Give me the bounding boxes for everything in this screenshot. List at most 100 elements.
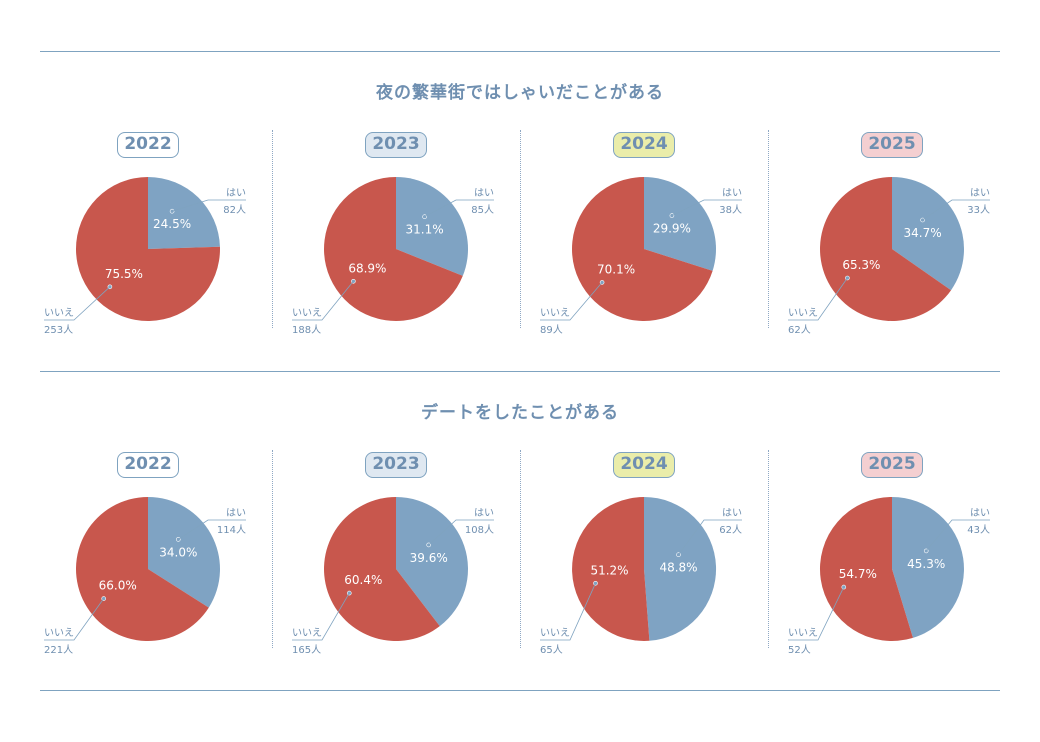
yes-percent-label: 48.8% <box>659 561 697 575</box>
yes-count: 114人 <box>217 524 246 536</box>
pie-slice-no <box>324 497 440 641</box>
no-percent-label: 54.7% <box>839 567 877 581</box>
pie-slice-yes <box>148 497 220 608</box>
yes-percent-label: 45.3% <box>907 557 945 571</box>
leader-dot <box>593 581 598 586</box>
no-label: いいえ <box>788 307 818 319</box>
column-separator <box>520 130 521 328</box>
pie-slice-yes <box>396 497 469 627</box>
yes-count: 38人 <box>719 204 742 216</box>
bottom-divider <box>40 690 1000 691</box>
column-separator <box>520 450 521 648</box>
pie-slice-yes <box>892 497 964 638</box>
no-percent-label: 51.2% <box>590 563 628 577</box>
yes-count: 85人 <box>471 204 494 216</box>
yes-count: 43人 <box>967 524 990 536</box>
yes-percent-label: 29.9% <box>653 222 691 236</box>
leader-dot <box>841 584 847 590</box>
no-label: いいえ <box>788 627 818 639</box>
no-percent-label: 60.4% <box>344 573 382 587</box>
no-count: 65人 <box>540 644 563 656</box>
yes-label: はい <box>970 507 990 519</box>
no-label: いいえ <box>292 627 322 639</box>
pie-slice-no <box>324 177 463 321</box>
middle-divider <box>40 371 1000 372</box>
section-title-1: 夜の繁華街ではしゃいだことがある <box>376 83 664 103</box>
no-percent-label: 75.5% <box>105 267 143 281</box>
yes-percent-label: 34.7% <box>904 226 942 240</box>
no-percent-label: 68.9% <box>348 261 386 275</box>
yes-percent-label: 24.5% <box>153 217 191 231</box>
year-badge: 2024 <box>613 132 675 158</box>
no-label: いいえ <box>292 307 322 319</box>
yes-percent-label: 39.6% <box>410 551 448 565</box>
year-badge: 2022 <box>117 132 179 158</box>
no-count: 89人 <box>540 324 563 336</box>
yes-percent-label: 34.0% <box>159 545 197 559</box>
no-count: 188人 <box>292 324 321 336</box>
yes-count: 108人 <box>465 524 494 536</box>
yes-label: はい <box>474 187 494 199</box>
yes-label: はい <box>474 507 494 519</box>
no-leader-line <box>788 586 845 641</box>
pie-slice-no <box>572 497 650 641</box>
no-label: いいえ <box>44 627 74 639</box>
no-percent-label: 65.3% <box>842 258 880 272</box>
year-badge: 2025 <box>861 452 923 478</box>
pie-slice-yes <box>396 177 469 276</box>
no-count: 165人 <box>292 644 321 656</box>
no-percent-label: 70.1% <box>597 262 635 276</box>
yes-count: 82人 <box>223 204 246 216</box>
no-leader-line <box>540 583 596 641</box>
pie-slice-no <box>75 497 209 641</box>
pie-slice-no <box>571 177 713 321</box>
pie-slice-no <box>819 497 913 641</box>
column-separator <box>272 130 273 328</box>
yes-label: はい <box>722 187 742 199</box>
pie-slice-yes <box>892 177 965 291</box>
yes-label: はい <box>722 507 742 519</box>
year-badge: 2023 <box>365 132 427 158</box>
no-leader-line <box>540 282 603 321</box>
no-label: いいえ <box>540 627 570 639</box>
no-count: 62人 <box>788 324 811 336</box>
no-count: 221人 <box>44 644 73 656</box>
yes-leader-line <box>428 519 494 546</box>
column-separator <box>272 450 273 648</box>
year-badge: 2024 <box>613 452 675 478</box>
no-leader-line <box>292 592 350 641</box>
yes-leader-line <box>678 519 742 555</box>
yes-leader-line <box>424 199 494 218</box>
no-leader-line <box>788 277 848 321</box>
yes-label: はい <box>970 187 990 199</box>
no-percent-label: 66.0% <box>99 579 137 593</box>
pie-slice-yes <box>644 177 716 271</box>
no-label: いいえ <box>44 307 74 319</box>
no-count: 52人 <box>788 644 811 656</box>
no-leader-line <box>292 281 354 321</box>
leader-dot <box>176 537 181 542</box>
leader-dot <box>347 590 352 596</box>
no-label: いいえ <box>540 307 570 319</box>
year-badge: 2025 <box>861 132 923 158</box>
yes-leader-line <box>922 199 990 221</box>
yes-leader-line <box>671 199 742 216</box>
pie-slice-no <box>820 177 952 321</box>
year-badge: 2022 <box>117 452 179 478</box>
yes-count: 33人 <box>967 204 990 216</box>
yes-leader-line <box>171 199 246 212</box>
column-separator <box>768 130 769 328</box>
yes-count: 62人 <box>719 524 742 536</box>
no-count: 253人 <box>44 324 73 336</box>
year-badge: 2023 <box>365 452 427 478</box>
pie-slice-yes <box>644 496 717 641</box>
yes-percent-label: 31.1% <box>406 223 444 237</box>
